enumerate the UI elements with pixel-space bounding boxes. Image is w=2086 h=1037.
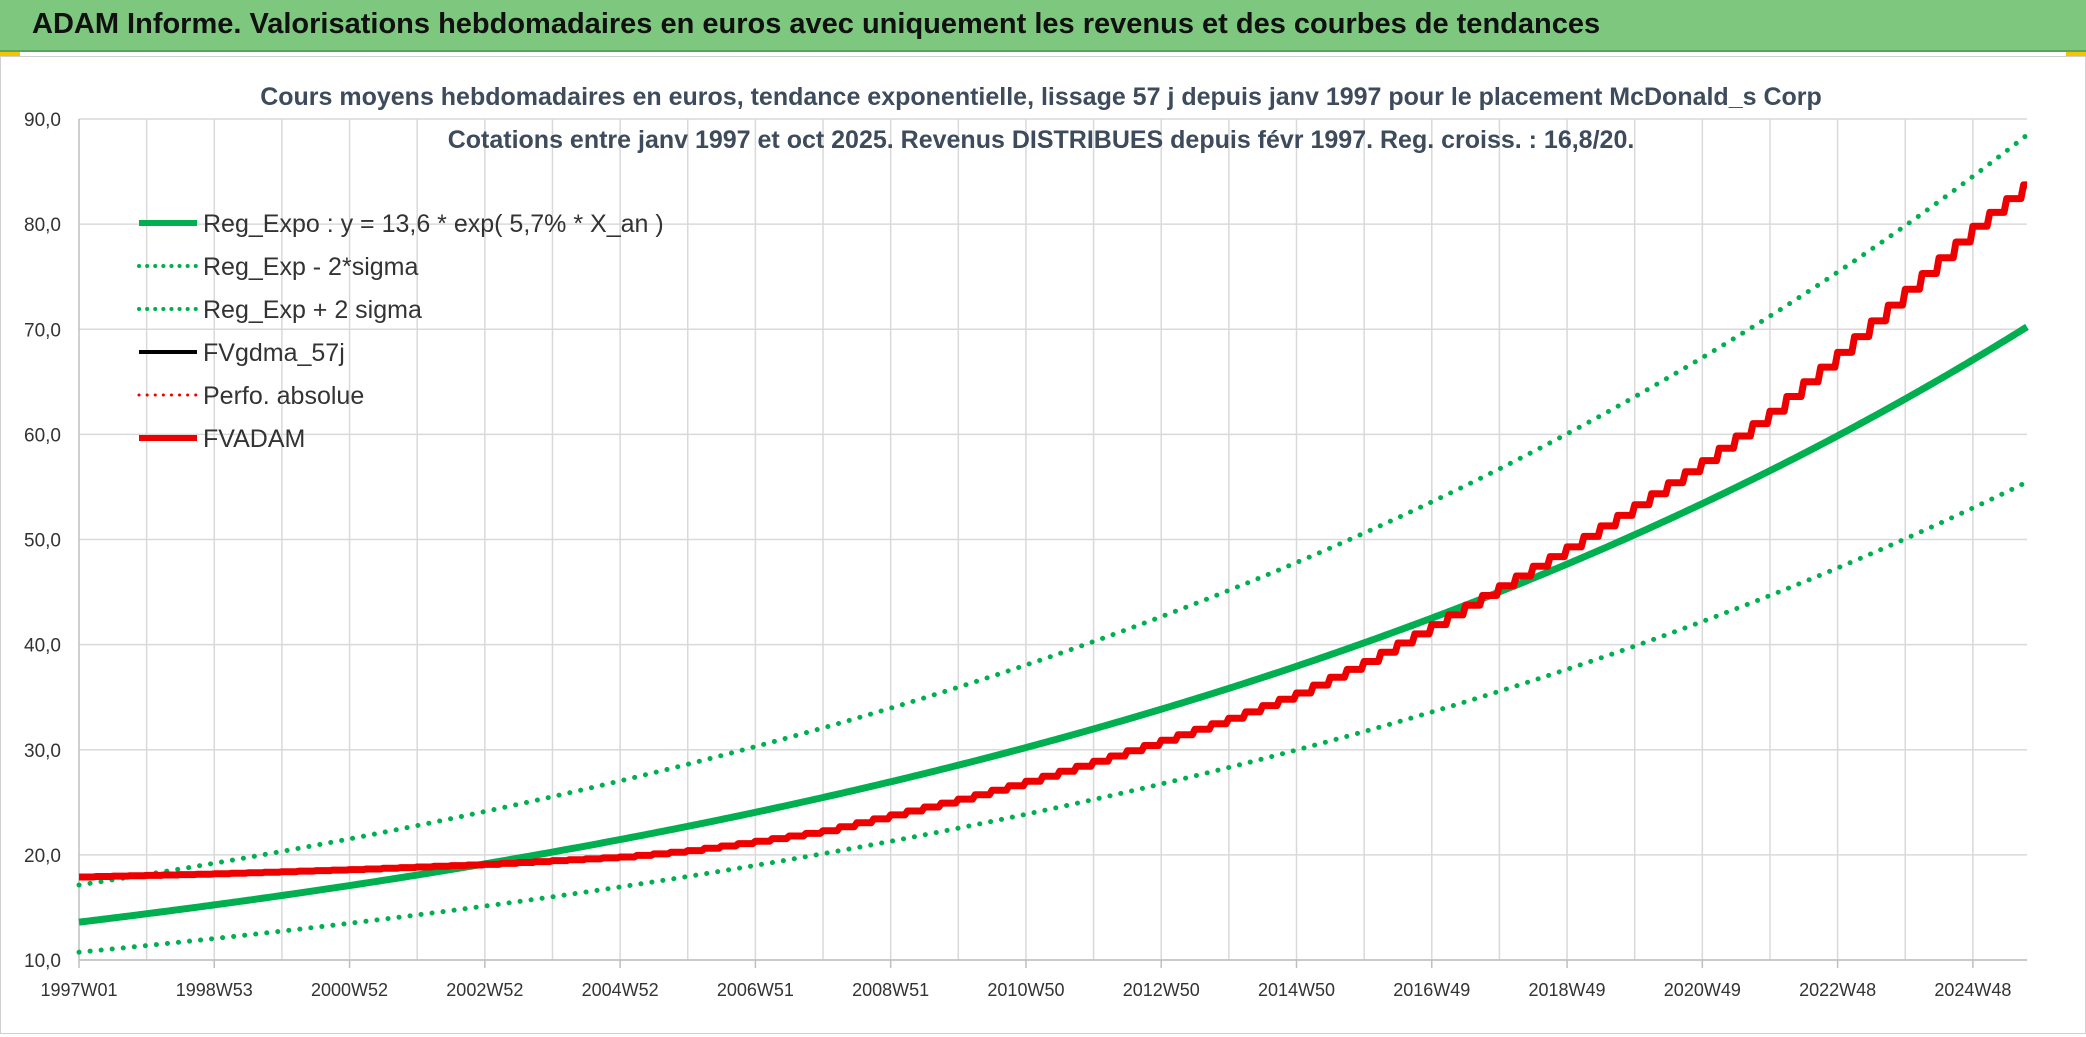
series-fvadam (79, 181, 2028, 881)
axis-layer: 10,0 20,0 30,0 40,0 50,0 60,0 70,0 80,0 90,0 1997… (24, 110, 2027, 1000)
x-tick-label: 2002W52 (446, 980, 523, 1000)
x-tick-label: 2008W51 (852, 980, 929, 1000)
legend-label: Reg_Exp + 2 sigma (203, 296, 422, 324)
line-chart: 10,0 20,0 30,0 40,0 50,0 60,0 70,0 80,0 90,0 1997… (24, 83, 2030, 1000)
x-tick-label: 2010W50 (987, 980, 1064, 1000)
y-tick-label: 20,0 (24, 846, 61, 867)
x-tick-label: 2018W49 (1529, 980, 1606, 1000)
chart-title-line2: Cotations entre janv 1997 et oct 2025. R… (448, 126, 1635, 154)
legend-label: Perfo. absolue (203, 382, 364, 410)
chart-title-line1: Cours moyens hebdomadaires en euros, ten… (260, 83, 1822, 111)
legend: Reg_Expo : y = 13,6 * exp( 5,7% * X_an )… (137, 210, 664, 453)
x-tick-label: 2024W48 (1934, 980, 2011, 1000)
legend-label: Reg_Exp - 2*sigma (203, 253, 418, 281)
series-reg-plus-2sigma (76, 132, 2030, 888)
x-tick-label: 2022W48 (1799, 980, 1876, 1000)
legend-label: FVADAM (203, 425, 305, 453)
y-tick-label: 50,0 (24, 531, 61, 552)
y-tick-label: 40,0 (24, 636, 61, 657)
series-layer (76, 132, 2030, 955)
legend-label: FVgdma_57j (203, 339, 345, 367)
report-header: ADAM Informe. Valorisations hebdomadaire… (0, 0, 2086, 52)
x-tick-label: 2012W50 (1123, 980, 1200, 1000)
y-tick-label: 10,0 (24, 951, 61, 972)
x-tick-label: 2016W49 (1393, 980, 1470, 1000)
x-tick-label: 2020W49 (1664, 980, 1741, 1000)
series-reg-expo (78, 323, 2029, 926)
x-tick-label: 2000W52 (311, 980, 388, 1000)
y-tick-label: 30,0 (24, 741, 61, 762)
x-tick-label: 2006W51 (717, 980, 794, 1000)
x-tick-label: 2004W52 (582, 980, 659, 1000)
report-title: ADAM Informe. Valorisations hebdomadaire… (32, 8, 1601, 40)
y-tick-label: 60,0 (24, 425, 61, 446)
legend-label: Reg_Expo : y = 13,6 * exp( 5,7% * X_an ) (203, 210, 664, 238)
grid-layer (79, 118, 2027, 961)
x-tick-label: 1997W01 (40, 980, 117, 1000)
y-tick-label: 80,0 (24, 215, 61, 236)
y-tick-label: 90,0 (24, 110, 61, 131)
y-tick-label: 70,0 (24, 320, 61, 341)
x-tick-label: 1998W53 (176, 980, 253, 1000)
x-tick-label: 2014W50 (1258, 980, 1335, 1000)
chart-area: 10,0 20,0 30,0 40,0 50,0 60,0 70,0 80,0 90,0 1997… (0, 56, 2086, 1034)
